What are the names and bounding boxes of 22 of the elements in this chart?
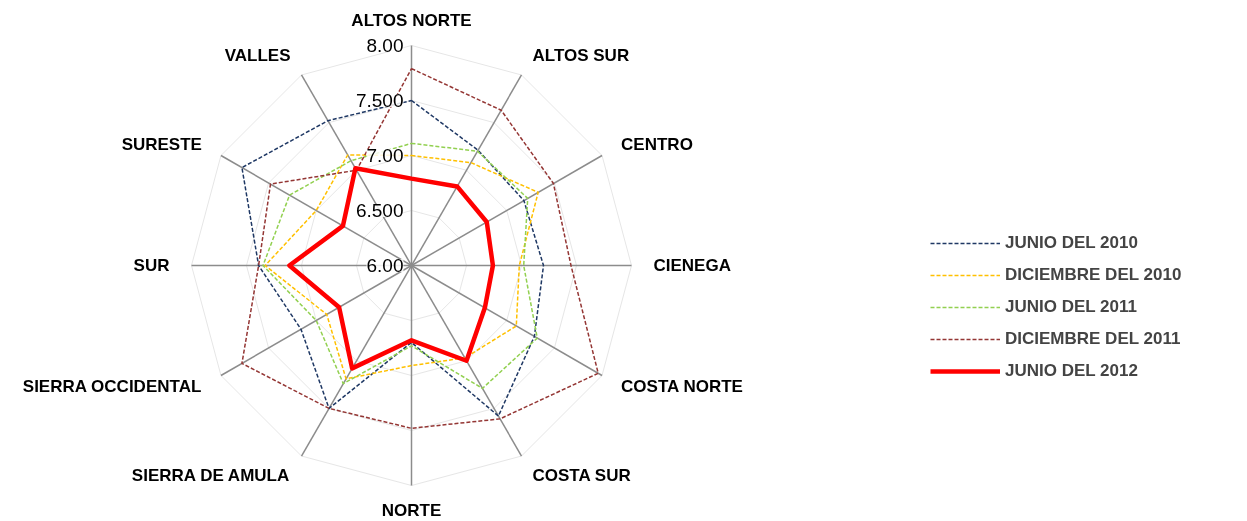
legend-label: JUNIO DEL 2010 [1005,233,1138,253]
spoke-label: COSTA SUR [532,465,631,485]
spoke-label: NORTE [381,501,442,520]
spoke-label: SUR [133,256,170,275]
spoke-label: VALLES [224,46,291,66]
spoke-label: COSTA NORTE [621,377,743,396]
spoke-label: SIERRA DE AMULA [131,465,290,485]
spoke-label: CIENEGA [653,256,731,275]
spoke-label: SURESTE [121,135,202,154]
y-tick-label: 6.500 [355,200,404,221]
spoke-label: SIERRA OCCIDENTAL [22,377,202,396]
y-tick-label: 6.00 [366,255,404,276]
legend-label: JUNIO DEL 2012 [1005,361,1138,381]
y-tick-label: 7.00 [366,145,404,166]
legend-label: DICIEMBRE DEL 2011 [1005,329,1181,349]
spoke-label: CENTRO [621,135,693,154]
legend-label: JUNIO DEL 2011 [1005,297,1137,317]
y-tick-label: 8.00 [366,35,404,56]
legend-label: DICIEMBRE DEL 2010 [1005,265,1182,285]
spoke-label: ALTOS SUR [532,46,630,66]
spoke-label: ALTOS NORTE [351,11,472,30]
y-tick-label: 7.500 [355,90,404,111]
